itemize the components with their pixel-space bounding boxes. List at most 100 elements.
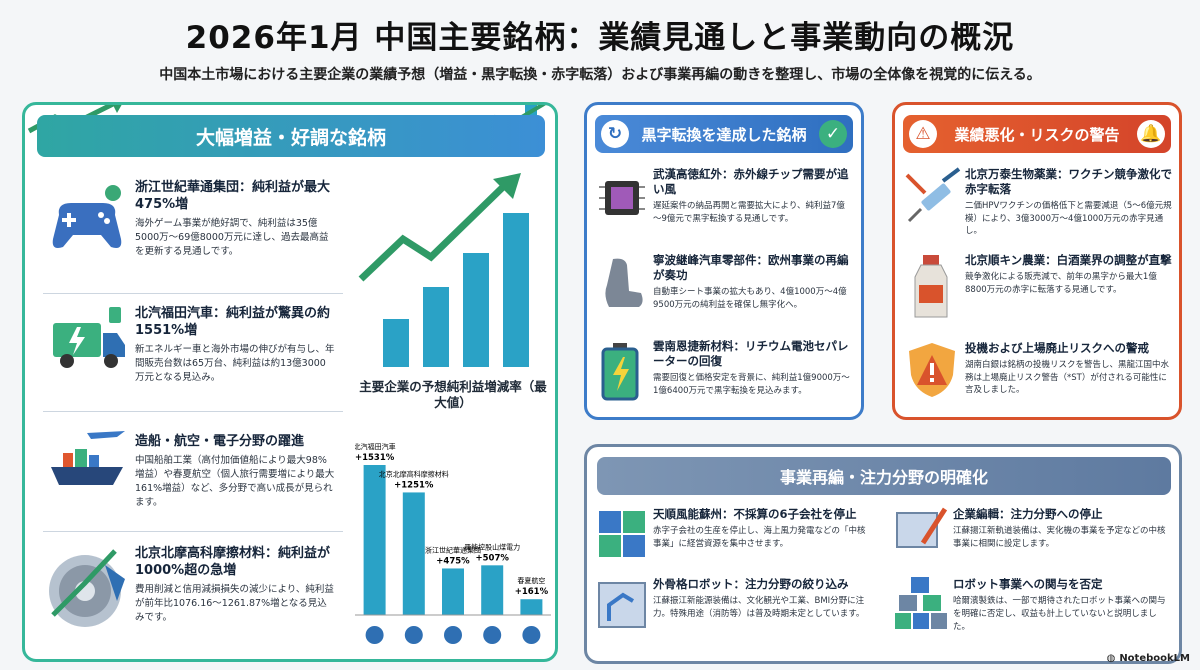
bar-4 — [520, 599, 543, 615]
brake-disc-icon — [49, 549, 125, 627]
growth-chart-illustration — [358, 173, 529, 367]
bar-value-label: +507% — [476, 553, 510, 563]
game-controller-icon — [52, 185, 122, 248]
growth-item-2: 北汽福田汽車：純利益が驚異の約1551%増 新エネルギー車と海外市場の伸びが有与… — [135, 305, 335, 385]
footer-label: NotebookLM — [1119, 653, 1190, 664]
divider — [43, 411, 343, 412]
turnaround-item-2: 寧波継峰汽車零部件：欧州事業の再編が奏功 自動車シート事業の拡大もあり、4億10… — [653, 253, 853, 311]
restructure-item-4: ロボット事業への関与を否定 哈爾濱製鉄は、一部で期待されたロボット事業への関与を… — [953, 577, 1173, 634]
turnaround-item-title: 武漢高徳紅外：赤外線チップ需要が追い風 — [653, 167, 849, 196]
bar-2 — [442, 568, 464, 615]
bar-3 — [481, 565, 504, 615]
bar-category-label: 春夏航空 — [517, 576, 545, 585]
restructure-item-desc: 江蘇揚江新軌道装備は、実化機の事業を予定などの中核事業に相関に設定します。 — [953, 526, 1166, 549]
bar-value-label: +1251% — [394, 480, 434, 490]
risk-item-desc: 二価HPVワクチンの価格低下と需要減退（5～6億元規模）により、3億3000万～… — [965, 201, 1172, 236]
growth-item-title: 浙江世紀華通集団：純利益が最大475%増 — [135, 180, 331, 212]
growth-item-title: 北京北摩高科摩擦材料：純利益が1000%超の急増 — [135, 546, 331, 578]
turnaround-item-desc: 遅延案件の納品再開と需要拡大により、純利益7億～9億元で黒字転換する見通しです。 — [653, 201, 845, 224]
growth-item-title: 造船・航空・電子分野の躍進 — [135, 434, 305, 449]
risk-item-3: 投機および上場廃止リスクへの警戒 湖南白銀は銘柄の投機リスクを警告し、黒龍江国中… — [965, 341, 1175, 397]
restructure-item-desc: 赤字子会社の生産を停止し、海上風力発電などの「中核事業」に経営資源を集中させます… — [653, 526, 866, 549]
growth-item-1: 浙江世紀華通集団：純利益が最大475%増 海外ゲーム事業が絶好調で、純利益は35… — [135, 179, 335, 259]
growth-item-4: 北京北摩高科摩擦材料：純利益が1000%超の急増 費用削減と信用減損損失の減少に… — [135, 545, 335, 625]
restructure-item-title: ロボット事業への関与を否定 — [953, 577, 1103, 591]
restructure-header: 事業再編・注力分野の明確化 — [597, 457, 1171, 495]
risk-header: ⚠ 業績悪化・リスクの警告 🔔 — [903, 115, 1171, 153]
turnaround-item-title: 寧波継峰汽車零部件：欧州事業の再編が奏功 — [653, 253, 849, 282]
bar-category-label: 晋能控股山煤電力 — [464, 542, 520, 551]
restructure-item-2: 企業編輯：注力分野への停止 江蘇揚江新軌道装備は、実化機の事業を予定などの中核事… — [953, 507, 1173, 551]
growth-item-desc: 費用削減と信用減損損失の減少により、純利益が前年比1076.16～1261.87… — [135, 584, 334, 623]
risk-item-1: 北京万泰生物薬業：ワクチン競争激化で赤字転落 二価HPVワクチンの価格低下と需要… — [965, 167, 1175, 238]
bar-value-label: +161% — [515, 587, 549, 597]
puzzle-icon — [599, 511, 645, 557]
bar-value-label: +475% — [436, 556, 470, 566]
risk-item-desc: 湖南白銀は銘柄の投機リスクを警告し、黒龍江国中水務は上場廃止リスク警告（*ST）… — [965, 360, 1170, 395]
bar-icon-4 — [522, 626, 541, 644]
chart-title: 主要企業の予想純利益増減率（最大値） — [359, 379, 547, 410]
growth-header: 大幅増益・好調な銘柄 — [37, 115, 545, 157]
restructure-panel: 事業再編・注力分野の明確化 天順風能蘇州：不採算の6子会社を停止 赤字子会社の生… — [584, 444, 1182, 664]
growth-bar-chart: 北汽福田汽車 +1531% 北京北摩高科摩擦材料 +1251% 浙江世紀華通集団 +475… — [355, 442, 551, 644]
bar-icon-1 — [404, 626, 423, 644]
restructure-item-title: 企業編輯：注力分野への停止 — [953, 507, 1103, 521]
check-icon: ✓ — [819, 120, 847, 148]
robot-arm-icon — [598, 582, 646, 628]
turnaround-header: ↻ 黒字転換を達成した銘柄 ✓ — [595, 115, 853, 153]
restructure-item-desc: 哈爾濱製鉄は、一部で期待されたロボット事業への関与を明確に否定し、収益も計上して… — [953, 596, 1166, 632]
restructure-item-desc: 江蘇振江新能源装備は、文化観光や工業、BMI分野に注力。特殊用途（消防等）は普及… — [653, 596, 865, 619]
turnaround-item-desc: 需要回復と価格安定を背景に、純利益1億9000万～1億6400万元で黒字転換を見… — [653, 373, 850, 396]
bar-category-label: 北汽福田汽車 — [355, 442, 396, 451]
divider — [43, 531, 343, 532]
turnaround-panel: ↻ 黒字転換を達成した銘柄 ✓ 武漢高徳紅外：赤外線チップ需要が追い風 遅延案件… — [584, 102, 864, 420]
risk-item-title: 投機および上場廃止リスクへの警戒 — [965, 341, 1149, 355]
risk-item-title: 北京万泰生物薬業：ワクチン競争激化で赤字転落 — [965, 167, 1172, 196]
growth-item-desc: 海外ゲーム事業が絶好調で、純利益は35億5000万～69億8000万元に達し、過… — [135, 218, 329, 257]
bar-0 — [363, 465, 386, 615]
risk-item-desc: 競争激化による販売減で、前年の黒字から最大1億8800万元の赤字に転落する見通し… — [965, 272, 1157, 295]
turnaround-item-desc: 自動車シート事業の拡大もあり、4億1000万～4億9500万元の純利益を確保し無… — [653, 287, 847, 310]
restructure-item-1: 天順風能蘇州：不採算の6子会社を停止 赤字子会社の生産を停止し、海上風力発電など… — [653, 507, 873, 551]
turnaround-item-title: 雲南恩捷新材料：リチウム電池セパレーターの回復 — [653, 339, 849, 368]
bar-icon-3 — [483, 626, 502, 644]
page-title: 2026年1月 中国主要銘柄：業績見通しと事業動向の概況 — [185, 20, 1015, 56]
restructure-item-title: 外骨格ロボット：注力分野の絞り込み — [653, 577, 849, 591]
liquor-bottle-icon — [914, 255, 948, 318]
growth-item-desc: 新エネルギー車と海外市場の伸びが有与し、年間販売台数は65万台、純利益は約13億… — [135, 344, 335, 383]
bar-value-label: +1531% — [355, 453, 395, 463]
ship-plane-icon — [51, 431, 125, 485]
footer-brand: ◍ NotebookLM — [1107, 653, 1190, 664]
page-subtitle: 中国本土市場における主要企業の業績予想（増益・黒字転換・赤字転落）および事業再編… — [159, 67, 1041, 83]
restructure-item-title: 天順風能蘇州：不採算の6子会社を停止 — [653, 507, 857, 521]
syringe-icon — [905, 167, 961, 223]
divider — [43, 293, 343, 294]
bar-icon-0 — [365, 626, 384, 644]
turnaround-header-label: 黒字転換を達成した銘柄 — [641, 125, 807, 144]
risk-panel: ⚠ 業績悪化・リスクの警告 🔔 北京万泰生物薬業：ワクチン競争激化で赤字転落 二… — [892, 102, 1182, 420]
bar-icon-2 — [444, 626, 462, 644]
electric-truck-icon — [53, 307, 125, 368]
growth-item-title: 北汽福田汽車：純利益が驚異の約1551%増 — [135, 306, 331, 338]
refresh-icon: ↻ — [601, 120, 629, 148]
risk-item-title: 北京順キン農業：白酒業界の調整が直撃 — [965, 253, 1172, 267]
bar-category-label: 北京北摩高科摩擦材料 — [379, 469, 449, 478]
growth-item-desc: 中国船舶工業（高付加価値船により最大98%増益）や春夏航空（個人旅行需要増により… — [135, 455, 335, 508]
battery-icon — [601, 343, 639, 401]
risk-header-label: 業績悪化・リスクの警告 — [954, 125, 1120, 144]
growth-item-3: 造船・航空・電子分野の躍進 中国船舶工業（高付加価値船により最大98%増益）や春… — [135, 433, 335, 510]
turnaround-item-3: 雲南恩捷新材料：リチウム電池セパレーターの回復 需要回復と価格安定を背景に、純利… — [653, 339, 853, 397]
chip-icon — [599, 181, 645, 215]
restructure-item-3: 外骨格ロボット：注力分野の絞り込み 江蘇振江新能源装備は、文化観光や工業、BMI… — [653, 577, 873, 621]
warning-icon: ⚠ — [909, 120, 937, 148]
bar-category-label: 浙江世紀華通集団 — [425, 545, 481, 554]
risk-item-2: 北京順キン農業：白酒業界の調整が直撃 競争激化による販売減で、前年の黒字から最大… — [965, 253, 1175, 296]
notebooklm-logo-icon: ◍ — [1106, 653, 1116, 664]
bell-icon: 🔔 — [1137, 120, 1165, 148]
car-seat-icon — [605, 258, 643, 307]
warning-shield-icon — [909, 343, 955, 397]
blocks-icon — [895, 577, 947, 629]
turnaround-item-1: 武漢高徳紅外：赤外線チップ需要が追い風 遅延案件の納品再開と需要拡大により、純利… — [653, 167, 853, 225]
growth-panel: 大幅増益・好調な銘柄 浙江世紀華通集団：純利益が最大475%増 海外ゲーム事業が… — [22, 102, 558, 662]
bar-1 — [402, 492, 425, 615]
